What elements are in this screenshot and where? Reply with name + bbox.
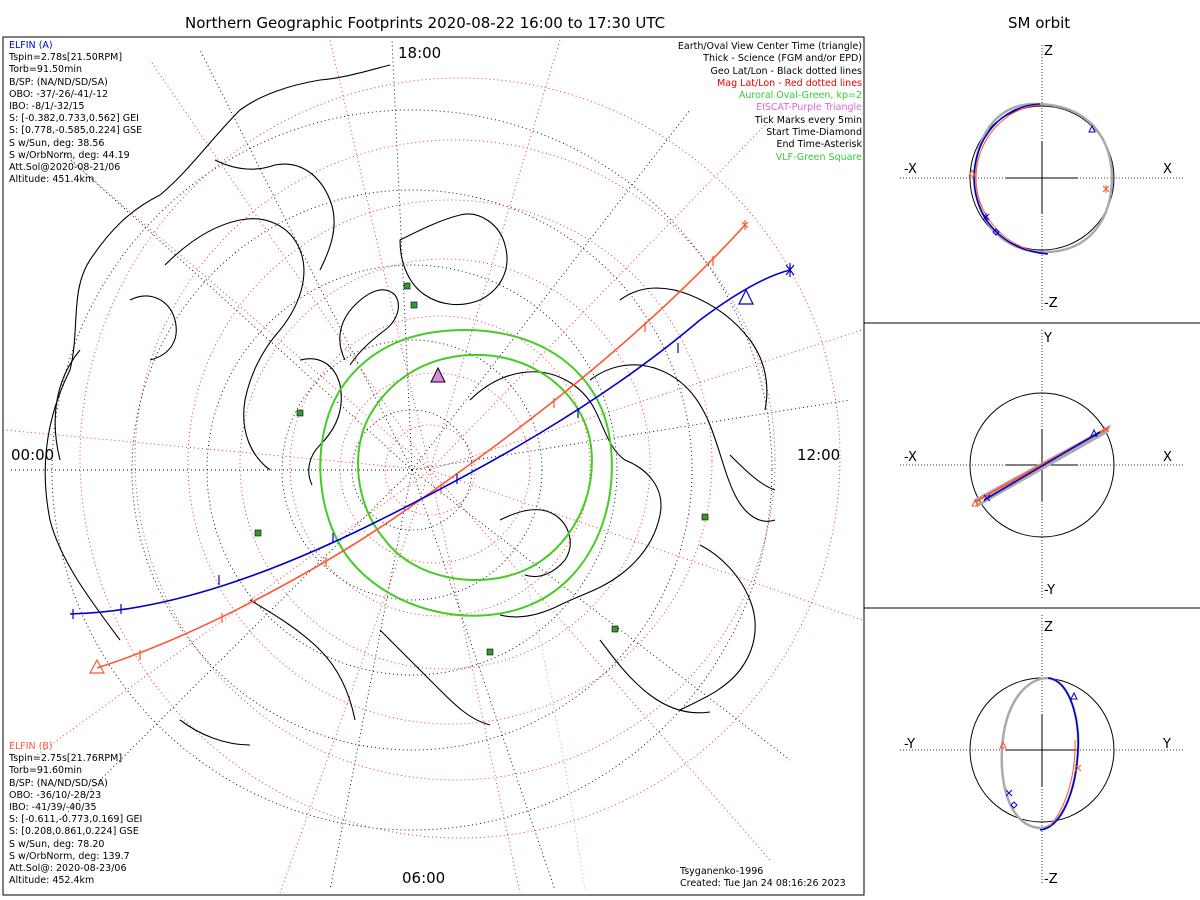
panel1-red-orbit xyxy=(975,104,1041,251)
geo-grid xyxy=(10,39,851,891)
model-name: Tsyganenko-1996 xyxy=(680,866,764,877)
legend-item: Mag Lat/Lon - Red dotted lines xyxy=(717,77,862,89)
orbit-panel-yz xyxy=(900,615,1185,885)
elfin-a-line: Altitude: 451.4km xyxy=(9,174,95,186)
elfin-b-header: ELFIN (B) xyxy=(9,741,53,752)
panel1-earth-circle xyxy=(969,105,1115,251)
elfin-b-line: Att.Sol@: 2020-08-23/06 xyxy=(9,863,127,875)
panel2-right-label: X xyxy=(1163,450,1172,465)
orbit-panel-xy xyxy=(900,330,1185,600)
panel1-left-label: -X xyxy=(904,162,917,177)
elfin-a-line: S: [-0.382,0.733,0.562] GEI xyxy=(9,113,139,125)
elfin-b-line: S: [0.208,0.861,0.224] GSE xyxy=(9,826,139,838)
legend-item: Tick Marks every 5min xyxy=(754,114,862,126)
legend-item: Start Time-Diamond xyxy=(766,127,862,139)
mlt-label-left: 00:00 xyxy=(11,446,55,464)
elfin-b-line: IBO: -41/39/-40/35 xyxy=(9,802,97,814)
eiscat-triangle xyxy=(430,366,446,383)
legend-item: Auroral Oval-Green, kp=2 xyxy=(738,90,862,102)
orbit-title: SM orbit xyxy=(1008,14,1071,32)
elfin-a-track xyxy=(69,263,795,619)
elfin-b-line: S w/Sun, deg: 78.20 xyxy=(9,838,105,850)
panel3-top-label: Z xyxy=(1044,620,1053,635)
dateline xyxy=(519,559,586,891)
elfin-a-line: S w/OrbNorm, deg: 44.19 xyxy=(9,149,130,161)
elfin-a-line: Att.Sol@2020-08-21/06 xyxy=(9,162,121,174)
elfin-a-line: B/SP: (NA/ND/SD/SA) xyxy=(9,76,108,88)
elfin-b-line: B/SP: (NA/ND/SD/SA) xyxy=(9,777,108,789)
legend-item: Earth/Oval View Center Time (triangle) xyxy=(677,41,862,52)
panel3-bottom-label: -Z xyxy=(1044,872,1058,887)
panel1-blue-orbit xyxy=(973,103,1049,255)
panel1-top-label: Z xyxy=(1044,44,1053,59)
mag-grid xyxy=(4,39,863,894)
elfin-a-line: S: [0.778,-0.585,0.224] GSE xyxy=(9,125,143,137)
panel1-right-label: X xyxy=(1163,162,1172,177)
created-date: Created: Tue Jan 24 08:16:26 2023 xyxy=(680,878,846,890)
vlf-stations xyxy=(254,282,709,656)
legend-item: End Time-Asterisk xyxy=(776,139,862,151)
orbit-panel-xz xyxy=(900,45,1185,310)
legend-item: VLF-Green Square xyxy=(775,151,862,163)
elfin-b-line: S: [-0.611,-0.773,0.169] GEI xyxy=(9,814,143,826)
mlt-label-right: 12:00 xyxy=(797,446,841,464)
elfin-a-line: Torb=91.50min xyxy=(9,64,83,76)
map-title: Northern Geographic Footprints 2020-08-2… xyxy=(185,14,666,32)
panel2-earth-circle xyxy=(969,392,1115,538)
legend: Earth/Oval View Center Time (triangle) T… xyxy=(678,41,862,164)
panel3-right-label: Y xyxy=(1163,737,1171,752)
elfin-b-line: S w/OrbNorm, deg: 139.7 xyxy=(9,850,130,862)
map-frame xyxy=(2,36,865,896)
elfin-a-line: OBO: -37/-26/-41/-12 xyxy=(9,88,109,100)
elfin-a-line: IBO: -8/1/-32/15 xyxy=(9,101,85,113)
mlt-label-bottom: 06:00 xyxy=(402,869,446,887)
panel2-left-label: -X xyxy=(904,450,917,465)
elfin-b-line: Torb=91.60min xyxy=(9,765,83,777)
elfin-b-line: OBO: -36/10/-28/23 xyxy=(9,789,102,801)
panel2-top-label: Y xyxy=(1044,331,1052,346)
panel3-left-label: -Y xyxy=(904,737,916,752)
elfin-a-line: Tspin=2.78s[21.50RPM] xyxy=(9,52,123,64)
elfin-a-line: S w/Sun, deg: 38.56 xyxy=(9,137,105,149)
elfin-a-info: ELFIN (A) Tspin=2.78s[21.50RPM] Torb=91.… xyxy=(9,40,142,186)
credits: Tsyganenko-1996 Created: Tue Jan 24 08:1… xyxy=(680,866,846,890)
elfin-b-info: ELFIN (B) Tspin=2.75s[21.76RPM] Torb=91.… xyxy=(9,741,142,887)
elfin-b-line: Altitude: 452.4km xyxy=(9,875,95,887)
legend-item: Thick - Science (FGM and/or EPD) xyxy=(703,53,862,65)
panel2-bottom-label: -Y xyxy=(1044,583,1056,598)
elfin-a-header: ELFIN (A) xyxy=(9,40,53,51)
legend-item: EISCAT-Purple Triangle xyxy=(756,102,862,114)
auroral-oval xyxy=(319,328,613,617)
elfin-b-line: Tspin=2.75s[21.76RPM] xyxy=(9,753,123,765)
mlt-label-top: 18:00 xyxy=(398,44,442,62)
legend-item: Geo Lat/Lon - Black dotted lines xyxy=(710,65,862,77)
panel1-bottom-label: -Z xyxy=(1044,296,1058,311)
coastlines xyxy=(44,64,776,746)
